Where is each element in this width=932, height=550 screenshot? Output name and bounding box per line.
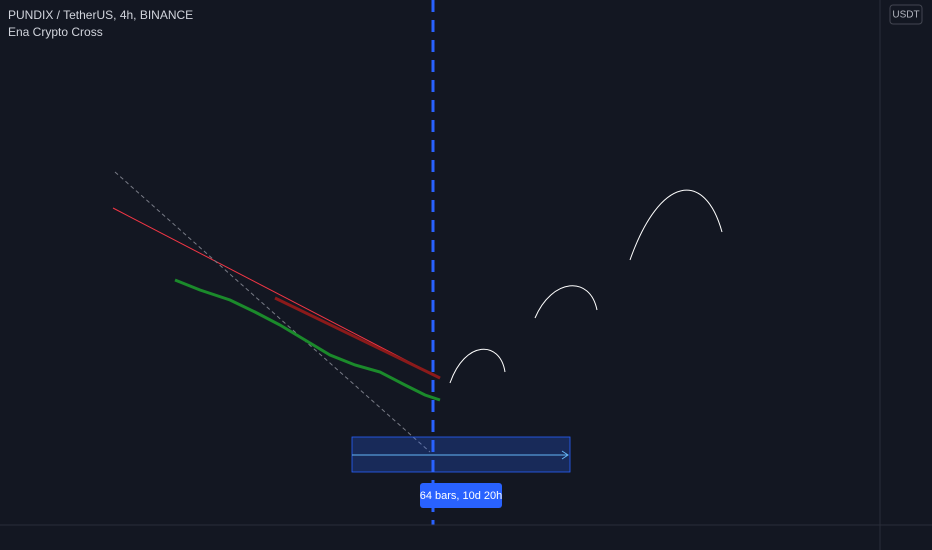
moving-average (174, 278, 441, 402)
trend-line-dashed (114, 171, 431, 453)
indicator-name: Ena Crypto Cross (8, 25, 103, 39)
date-range-label-box (420, 483, 502, 508)
date-range-label: 64 bars, 10d 20h (420, 490, 503, 502)
currency[interactable]: USDT (892, 10, 919, 21)
projection-arc (449, 348, 506, 384)
date-range-arrowhead (561, 450, 569, 460)
trend-line (112, 207, 441, 379)
projection-arc (629, 189, 723, 261)
resistance-line (274, 296, 441, 380)
currency-box[interactable] (889, 4, 923, 25)
projection-arc (534, 285, 598, 319)
chart-title: PUNDIX / TetherUS, 4h, BINANCE (8, 8, 193, 22)
